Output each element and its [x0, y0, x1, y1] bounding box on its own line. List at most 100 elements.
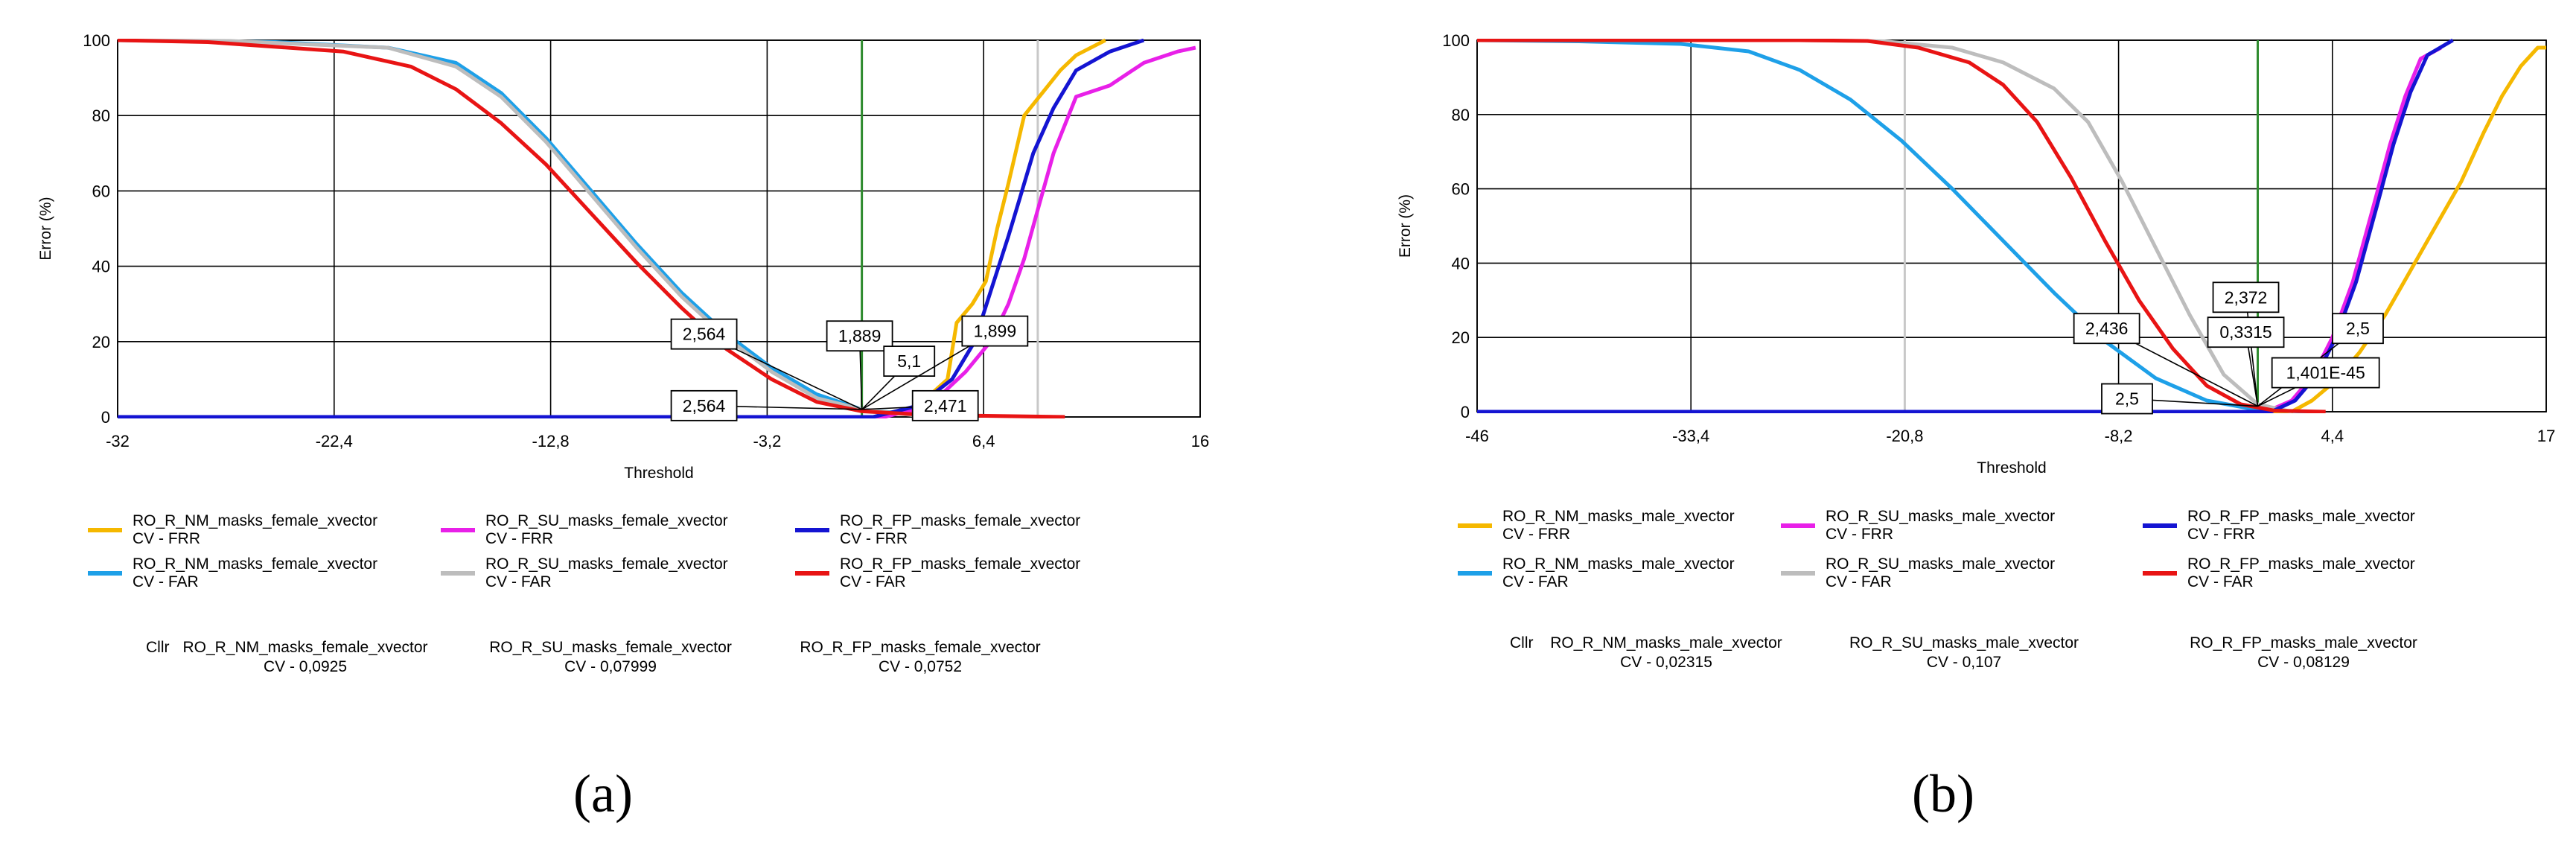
- callout-label: 2,5: [2346, 319, 2370, 338]
- callout-label: 2,436: [2085, 319, 2129, 338]
- y-tick-label: 80: [1452, 106, 1470, 124]
- series-line: [1477, 39, 2309, 413]
- y-tick-label: 80: [92, 106, 110, 125]
- legend-entry-label: RO_R_SU_masks_female_xvector: [485, 512, 728, 529]
- y-tick-label: 60: [1452, 180, 1470, 199]
- y-tick-label: 20: [92, 333, 110, 351]
- series-line: [1477, 45, 2546, 413]
- chart-panel-a: -32 -22,4 -12,8 -3,2 6,4 16 0 20 40 60 80 100 Thresh…: [37, 31, 1209, 823]
- cllr-item-value: CV - 0,02315: [1620, 654, 1712, 671]
- callout-box: [2271, 357, 2380, 389]
- x-tick-label: 6,4: [972, 432, 995, 450]
- legend-entry-label: CV - FAR: [2187, 573, 2254, 590]
- callout-box: [2207, 316, 2285, 348]
- x-tick-label: -46: [1465, 427, 1489, 445]
- cllr-item-name: RO_R_NM_masks_male_xvector: [1550, 634, 1782, 651]
- y-tick-label: 40: [1452, 254, 1470, 273]
- panel-label: (a): [573, 764, 633, 823]
- y-tick-label: 60: [92, 182, 110, 200]
- callout-label: 2,471: [924, 396, 967, 415]
- legend-entry-label: RO_R_NM_masks_female_xvector: [133, 512, 377, 529]
- x-axis-title: Threshold: [624, 465, 693, 482]
- x-tick-label: 17: [2537, 427, 2555, 445]
- series-line: [118, 39, 1106, 418]
- legend-entry-label: CV - FAR: [840, 573, 906, 590]
- callout-box: [826, 320, 893, 352]
- legend-entry-label: RO_R_FP_masks_male_xvector: [2187, 508, 2415, 525]
- y-tick-label: 100: [83, 31, 110, 50]
- legend-entry-label: CV - FRR: [485, 530, 553, 547]
- series-line: [1477, 39, 2292, 413]
- cllr-label: Cllr: [1510, 634, 1534, 651]
- y-axis-title: Error (%): [1397, 194, 1414, 258]
- series-line: [118, 39, 1145, 418]
- series-group: [1477, 39, 2546, 413]
- callout-label: 2,564: [683, 325, 726, 344]
- callout-label: 5,1: [897, 351, 921, 371]
- callout-box: [2332, 313, 2384, 345]
- legend-entry-label: RO_R_NM_masks_male_xvector: [1502, 555, 1735, 573]
- chart-b: -46 -33,4 -20,8 -8,2 4,4 17 0 20 40 60 80 100 Thresh…: [1397, 31, 2555, 823]
- cllr-item-value: CV - 0,08129: [2257, 654, 2350, 671]
- callout-box: [670, 389, 738, 421]
- cllr-item-name: RO_R_FP_masks_male_xvector: [2190, 634, 2417, 651]
- callout-box: [2073, 313, 2140, 345]
- chart-panel-b: -46 -33,4 -20,8 -8,2 4,4 17 0 20 40 60 80 100 Thresh…: [1288, 0, 2576, 857]
- callout-label: 1,889: [838, 326, 881, 345]
- y-tick-label: 20: [1452, 328, 1470, 347]
- series-line: [1477, 39, 2326, 413]
- legend-entry-label: CV - FRR: [840, 530, 908, 547]
- cllr-item-name: RO_R_NM_masks_female_xvector: [182, 639, 427, 656]
- callout-label: 1,899: [974, 322, 1017, 341]
- chart-a: -32 -22,4 -12,8 -3,2 6,4 16 0 20 40 60 80 100 Thresh…: [37, 31, 1209, 823]
- cllr-item-value: CV - 0,0925: [264, 658, 347, 675]
- callout-box: [961, 315, 1029, 347]
- callout-label: 1,401E-45: [2286, 363, 2365, 383]
- series-line: [118, 39, 930, 418]
- legend-entry-label: RO_R_SU_masks_female_xvector: [485, 555, 728, 573]
- legend-entry-label: CV - FAR: [1502, 573, 1569, 590]
- callout-box: [2212, 281, 2280, 313]
- callout-box: [2101, 383, 2153, 415]
- y-tick-label: 0: [1461, 403, 1470, 421]
- legend-entry-label: CV - FAR: [133, 573, 199, 590]
- y-axis-title: Error (%): [37, 197, 54, 260]
- series-line: [1477, 45, 2442, 413]
- cllr-item-value: CV - 0,107: [1927, 654, 2001, 671]
- legend-entry-label: RO_R_FP_masks_male_xvector: [2187, 555, 2415, 573]
- legend-entry-label: CV - FAR: [1826, 573, 1892, 590]
- y-tick-label: 40: [92, 258, 110, 276]
- cllr-item-name: RO_R_SU_masks_female_xvector: [489, 639, 732, 656]
- legend-entry-label: RO_R_SU_masks_male_xvector: [1826, 555, 2055, 573]
- callout-box: [911, 389, 979, 421]
- series-line: [118, 39, 975, 418]
- cllr-item-name: RO_R_SU_masks_male_xvector: [1849, 634, 2079, 651]
- series-line: [118, 39, 1065, 418]
- cllr-label: Cllr: [146, 639, 170, 656]
- callout-box: [670, 318, 738, 350]
- legend-entry-label: RO_R_FP_masks_female_xvector: [840, 512, 1080, 529]
- callout-box: [883, 345, 936, 377]
- x-tick-label: -22,4: [316, 432, 353, 450]
- x-axis-title: Threshold: [1977, 459, 2046, 477]
- y-tick-label: 100: [1442, 31, 1470, 50]
- legend-entry-label: RO_R_FP_masks_female_xvector: [840, 555, 1080, 573]
- legend-entry-label: RO_R_NM_masks_male_xvector: [1502, 508, 1735, 525]
- x-tick-label: -32: [106, 432, 130, 450]
- legend-entry-label: RO_R_NM_masks_female_xvector: [133, 555, 377, 573]
- legend-entry-label: RO_R_SU_masks_male_xvector: [1826, 508, 2055, 525]
- callout-label: 2,5: [2115, 389, 2139, 409]
- legend-entry-label: CV - FRR: [1502, 526, 1570, 543]
- x-tick-label: -8,2: [2105, 427, 2133, 445]
- cllr-item-name: RO_R_FP_masks_female_xvector: [800, 639, 1040, 656]
- y-tick-label: 0: [101, 408, 110, 427]
- callout-leader-line: [2245, 297, 2259, 407]
- callout-label: 2,564: [683, 396, 726, 415]
- callout-label: 0,3315: [2219, 322, 2271, 342]
- legend-entry-label: CV - FRR: [2187, 526, 2255, 543]
- x-tick-label: -20,8: [1886, 427, 1923, 445]
- legend-entry-label: CV - FRR: [133, 530, 200, 547]
- cllr-item-value: CV - 0,07999: [564, 658, 657, 675]
- legend-entry-label: CV - FAR: [485, 573, 552, 590]
- x-tick-label: 16: [1191, 432, 1209, 450]
